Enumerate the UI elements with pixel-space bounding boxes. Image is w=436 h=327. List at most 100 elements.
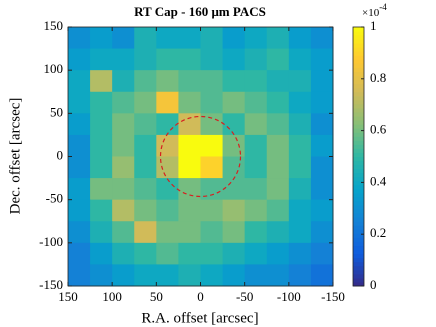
heatmap-cell (90, 70, 113, 93)
heatmap-cell (310, 221, 334, 244)
heatmap-cell (178, 113, 201, 136)
colorbar-segment (353, 257, 364, 263)
heatmap-cell (68, 70, 91, 93)
heatmap-cell (90, 134, 113, 157)
heatmap-cell (244, 221, 268, 244)
colorbar-segment (353, 103, 364, 109)
colorbar-segment (353, 99, 364, 105)
heatmap-cell (266, 199, 290, 222)
heatmap-cell (134, 264, 157, 287)
heatmap-cell (200, 242, 224, 265)
colorbar-segment (353, 160, 364, 166)
heatmap-cell (288, 221, 312, 244)
colorbar-segment (353, 67, 364, 73)
heatmap-cell (310, 91, 334, 114)
heatmap-cell (112, 221, 135, 244)
colorbar-segment (353, 277, 364, 283)
heatmap-cell (68, 199, 91, 222)
heatmap-cell (222, 113, 246, 136)
heatmap-cell (134, 199, 157, 222)
heatmap-cell (310, 27, 334, 50)
heatmap-cell (134, 178, 157, 201)
heatmap-cell (222, 27, 246, 50)
colorbar-segment (353, 79, 364, 85)
colorbar-segment (353, 217, 364, 222)
heatmap-cell (200, 70, 224, 93)
heatmap-cell (112, 48, 135, 71)
heatmap-cell (200, 91, 224, 114)
x-tick-label: 50 (150, 289, 163, 304)
heatmap-cell (90, 48, 113, 71)
colorbar-frame (352, 26, 365, 287)
heatmap-cell (134, 48, 157, 71)
heatmap-cell (90, 113, 113, 136)
heatmap-cell (310, 156, 334, 179)
y-tick-label: 0 (57, 147, 64, 162)
heatmap-cell (178, 221, 201, 244)
heatmap-cell (68, 48, 91, 71)
colorbar-segment (353, 213, 364, 218)
heatmap-cell (156, 156, 179, 179)
heatmap-cell (222, 48, 246, 71)
colorbar-segment (353, 120, 364, 125)
heatmap-cell (266, 221, 290, 244)
heatmap-cell (156, 178, 179, 201)
colorbar-segment (353, 188, 364, 194)
colorbar-segment (353, 27, 364, 32)
colorbar-segment (353, 221, 364, 226)
colorbar-scale-base: ×10 (362, 7, 380, 19)
colorbar-tick-label: 0 (370, 277, 377, 292)
heatmap-cell (266, 48, 290, 71)
heatmap-cell (112, 242, 135, 265)
heatmap-cell (178, 70, 201, 93)
colorbar-exponent: -4 (379, 2, 387, 12)
heatmap-cell (244, 178, 268, 201)
colorbar-segment (353, 261, 364, 267)
heatmap-cell (156, 27, 179, 50)
colorbar-tick-label: 0.6 (370, 122, 387, 137)
colorbar-scale: ×10-4 (362, 2, 387, 18)
heatmap-cell (178, 134, 201, 157)
heatmap-cell (200, 27, 224, 50)
heatmap-cell (288, 91, 312, 114)
heatmap-cell (134, 242, 157, 265)
x-axis-label: R.A. offset [arcsec] (141, 310, 258, 326)
colorbar-segment (353, 144, 364, 149)
heatmap-cell (288, 178, 312, 201)
x-tick-label: 150 (58, 289, 78, 304)
heatmap-cell (310, 113, 334, 136)
heatmap-cell (112, 178, 135, 201)
annotation-circle (159, 115, 242, 198)
heatmap-cell (288, 199, 312, 222)
colorbar-segment (353, 95, 364, 101)
heatmap-cell (222, 134, 246, 157)
heatmap-cell (112, 27, 135, 50)
heatmap-cell (244, 48, 268, 71)
heatmap-cell (178, 264, 201, 287)
heatmap-cell (266, 27, 290, 50)
heatmap-cell (288, 113, 312, 136)
y-tick-label: -50 (46, 191, 63, 206)
colorbar-segment (353, 55, 364, 60)
heatmap-cell (178, 48, 201, 71)
x-tick-label: 0 (197, 289, 204, 304)
y-tick-label: 150 (44, 18, 64, 33)
colorbar-segment (353, 237, 364, 242)
heatmap-cell (112, 113, 135, 136)
colorbar-segment (353, 124, 364, 129)
colorbar-segment (353, 116, 364, 121)
y-tick-label: 100 (44, 61, 64, 76)
heatmap-cell (134, 221, 157, 244)
heatmap-cell (178, 199, 201, 222)
colorbar-segment (353, 265, 364, 271)
colorbar-segment (353, 140, 364, 145)
heatmap-cell (156, 70, 179, 93)
heatmap-cell (156, 221, 179, 244)
x-tick-label: -150 (321, 289, 345, 304)
heatmap-cell (90, 156, 113, 179)
heatmap-cell (90, 178, 113, 201)
heatmap-cell (266, 178, 290, 201)
heatmap-cell (244, 27, 268, 50)
heatmap-cell (244, 113, 268, 136)
